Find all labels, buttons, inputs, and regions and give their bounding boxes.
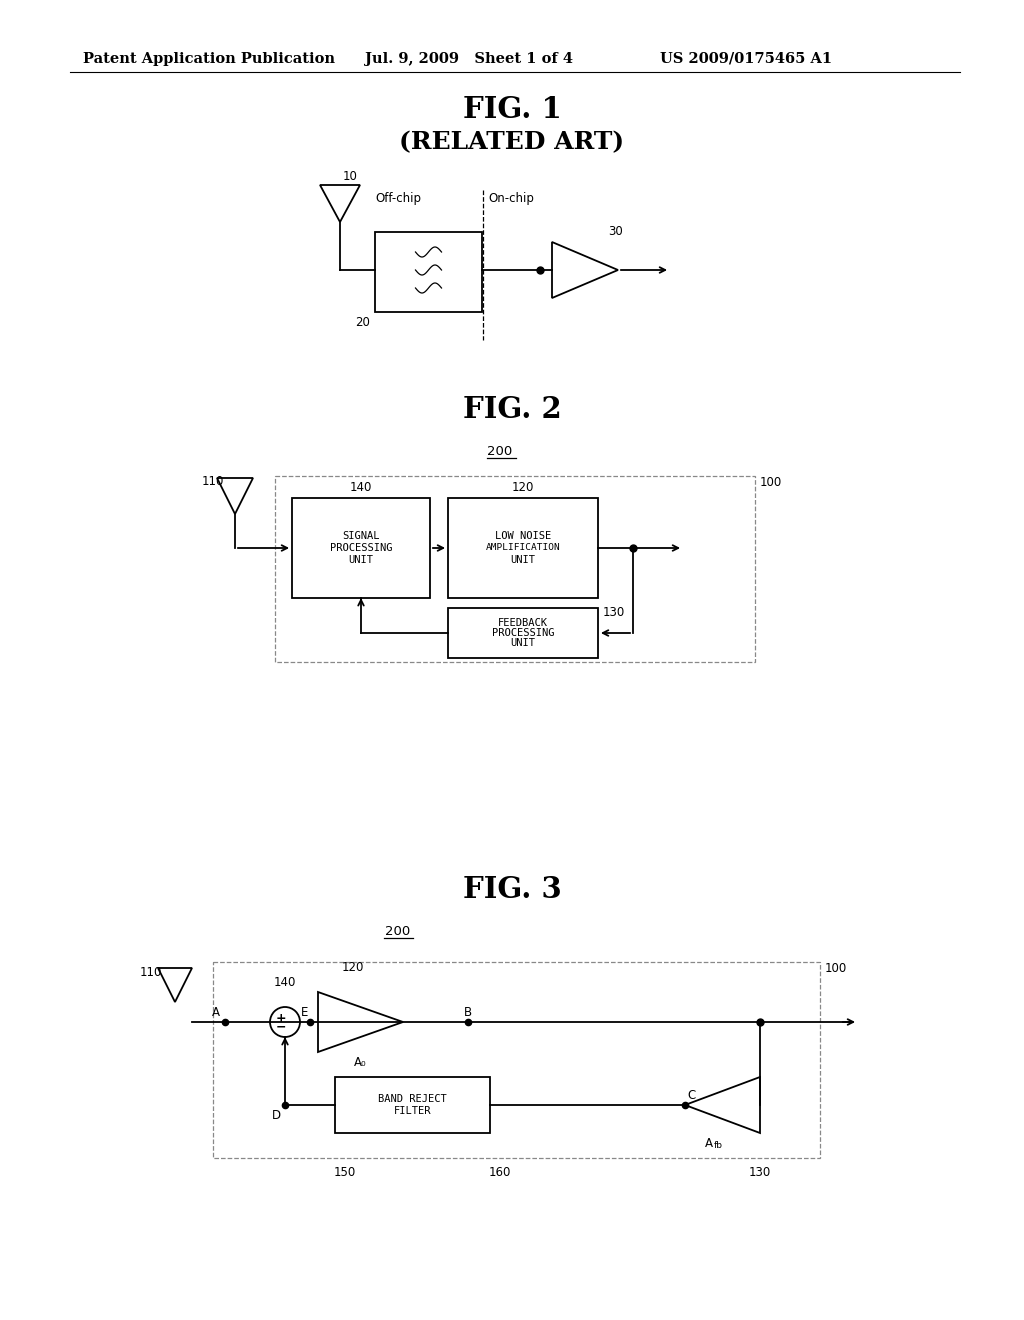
- Text: UNIT: UNIT: [511, 554, 536, 565]
- Text: BAND REJECT: BAND REJECT: [378, 1094, 446, 1104]
- Bar: [292, 498, 430, 598]
- Text: SIGNAL: SIGNAL: [342, 531, 380, 541]
- Text: FIG. 1: FIG. 1: [463, 95, 561, 124]
- Text: 10: 10: [343, 170, 357, 183]
- Text: On-chip: On-chip: [488, 191, 534, 205]
- Text: FEEDBACK: FEEDBACK: [498, 618, 548, 628]
- Text: C: C: [687, 1089, 695, 1102]
- Text: fb: fb: [714, 1140, 723, 1150]
- Text: A₀: A₀: [354, 1056, 367, 1069]
- Text: LOW NOISE: LOW NOISE: [495, 531, 551, 541]
- Text: FIG. 2: FIG. 2: [463, 395, 561, 424]
- Text: Off-chip: Off-chip: [375, 191, 421, 205]
- Bar: [275, 477, 755, 663]
- Text: Patent Application Publication: Patent Application Publication: [83, 51, 335, 66]
- Text: A: A: [212, 1006, 220, 1019]
- Text: 200: 200: [487, 445, 513, 458]
- Text: −: −: [275, 1020, 287, 1034]
- Text: UNIT: UNIT: [348, 554, 374, 565]
- Text: FIG. 3: FIG. 3: [463, 875, 561, 904]
- Bar: [449, 609, 598, 657]
- Text: E: E: [301, 1006, 308, 1019]
- Bar: [449, 498, 598, 598]
- Text: UNIT: UNIT: [511, 638, 536, 648]
- Text: A: A: [705, 1137, 713, 1150]
- Text: PROCESSING: PROCESSING: [492, 628, 554, 638]
- Text: 120: 120: [342, 961, 365, 974]
- Text: 100: 100: [760, 477, 782, 488]
- Text: 160: 160: [488, 1166, 511, 1179]
- Text: Jul. 9, 2009   Sheet 1 of 4: Jul. 9, 2009 Sheet 1 of 4: [365, 51, 573, 66]
- Text: 130: 130: [749, 1166, 771, 1179]
- Text: 100: 100: [825, 962, 847, 975]
- Text: AMPLIFICATION: AMPLIFICATION: [485, 544, 560, 553]
- Text: 20: 20: [355, 315, 370, 329]
- Text: 200: 200: [385, 925, 411, 939]
- Text: 110: 110: [202, 475, 224, 488]
- Text: B: B: [464, 1006, 472, 1019]
- Text: 30: 30: [608, 224, 623, 238]
- Text: 110: 110: [140, 966, 163, 979]
- Text: 140: 140: [273, 975, 296, 989]
- Bar: [335, 1077, 490, 1133]
- Text: 150: 150: [334, 1166, 356, 1179]
- Text: FILTER: FILTER: [394, 1106, 431, 1115]
- Bar: [375, 232, 482, 312]
- Bar: [213, 962, 820, 1158]
- Text: D: D: [272, 1109, 281, 1122]
- Text: 120: 120: [512, 480, 535, 494]
- Text: (RELATED ART): (RELATED ART): [399, 129, 625, 154]
- Text: US 2009/0175465 A1: US 2009/0175465 A1: [660, 51, 833, 66]
- Text: 130: 130: [603, 606, 626, 619]
- Text: PROCESSING: PROCESSING: [330, 543, 392, 553]
- Text: 140: 140: [350, 480, 372, 494]
- Text: +: +: [275, 1012, 287, 1026]
